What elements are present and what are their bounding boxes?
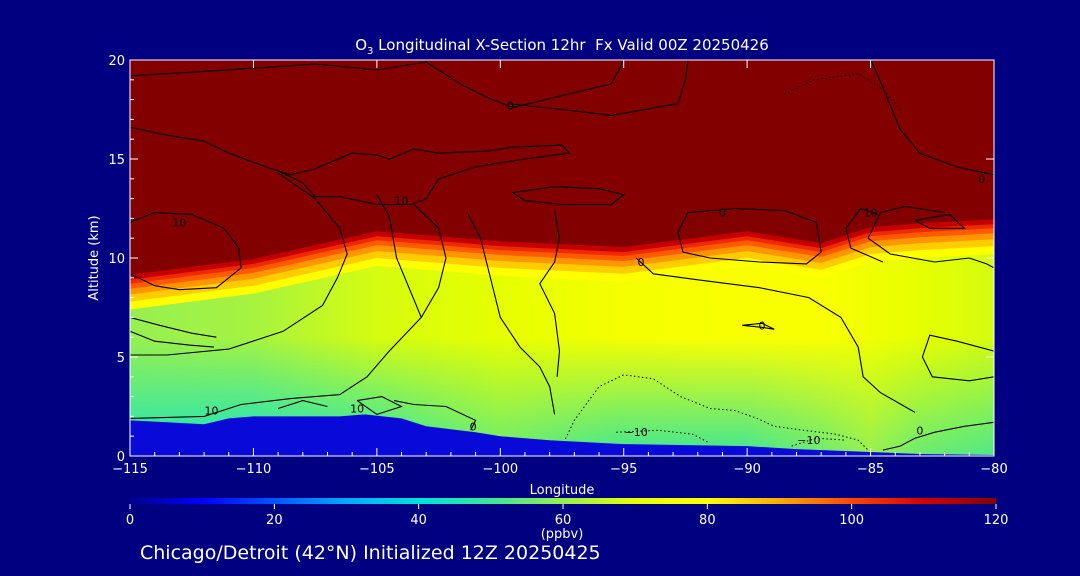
contour-line <box>376 194 422 318</box>
colorbar-tick-label: 40 <box>410 513 427 528</box>
chart-title: O3 Longitudinal X-Section 12hr Fx Valid … <box>355 36 769 57</box>
colorbar-strip <box>130 498 996 504</box>
x-tick-label: −115 <box>112 462 148 477</box>
contour-line <box>130 316 217 338</box>
contour-line <box>507 60 689 116</box>
contour-label: 0 <box>470 420 477 433</box>
y-tick-label: 0 <box>117 450 125 465</box>
contour-line-negative <box>616 429 708 443</box>
contour-labels: 0 10 10 0 10 0 0 10 10 0 −10 −10 0 0 <box>172 100 985 448</box>
contour-label: 10 <box>172 216 186 229</box>
y-axis: 0 5 10 15 20 <box>108 54 994 465</box>
contour-line <box>635 257 916 413</box>
contour-line <box>539 210 561 377</box>
x-axis: −115 −110 −105 −100 −95 −90 −85 −80 <box>112 60 1008 477</box>
contour-line <box>867 205 994 269</box>
y-tick-label: 20 <box>108 54 125 69</box>
contour-line <box>130 330 214 348</box>
contour-label: 10 <box>395 195 409 208</box>
upper-ozone-gradient-bands <box>130 60 994 310</box>
contour-label: 0 <box>507 100 514 113</box>
contour-line <box>467 214 556 415</box>
y-tick-label: 15 <box>108 153 125 168</box>
x-tick-label: −100 <box>482 462 518 477</box>
ozone-band <box>130 60 994 275</box>
contour-label: −10 <box>624 426 647 439</box>
x-tick-label: −110 <box>236 462 272 477</box>
y-tick-label: 10 <box>108 252 125 267</box>
contour-line-negative <box>561 374 869 451</box>
contour-line <box>677 207 822 265</box>
contour-label: 0 <box>978 173 985 186</box>
contour-line <box>130 204 447 419</box>
contour-line <box>921 334 994 382</box>
contour-line <box>393 400 477 431</box>
contour-line <box>742 322 775 330</box>
colorbar-tick-label: 120 <box>984 513 1009 528</box>
contour-label: 0 <box>759 319 766 332</box>
y-axis-label: Altitude (km) <box>87 215 102 300</box>
contour-line-negative <box>783 73 901 110</box>
contour-line <box>512 186 625 206</box>
contour-line <box>914 213 966 229</box>
contour-line <box>870 60 994 176</box>
contour-label: −10 <box>797 434 820 447</box>
colorbar-tick-label: 20 <box>266 513 283 528</box>
colorbar-tick-label: 0 <box>126 513 134 528</box>
colorbar-tick-label: 100 <box>839 513 864 528</box>
x-tick-label: −80 <box>980 462 1007 477</box>
colorbar-tick-label: 60 <box>555 513 572 528</box>
contour-line-negative <box>791 437 846 447</box>
contour-label: 0 <box>916 424 923 437</box>
contour-line <box>130 211 242 291</box>
contour-line <box>277 400 328 410</box>
contour-label: 0 <box>638 256 645 269</box>
contour-line <box>130 60 625 109</box>
colorbar-unit: (ppbv) <box>541 527 584 542</box>
contour-line <box>130 172 348 356</box>
x-tick-label: −90 <box>733 462 760 477</box>
contour-lines <box>130 60 994 451</box>
plot-area: 0 10 10 0 10 0 0 10 10 0 −10 −10 0 0 <box>130 60 994 456</box>
contour-label: 10 <box>350 403 364 416</box>
footer-caption: Chicago/Detroit (42°N) Initialized 12Z 2… <box>140 542 601 564</box>
x-tick-label: −95 <box>610 462 637 477</box>
x-axis-label: Longitude <box>530 483 595 498</box>
colorbar-ticks: 0 20 40 60 80 100 120 <box>126 504 1009 528</box>
x-tick-label: −105 <box>359 462 395 477</box>
colorbar-tick-label: 80 <box>699 513 716 528</box>
y-tick-label: 5 <box>117 351 125 366</box>
terrain-mask <box>130 414 994 456</box>
x-tick-label: −85 <box>857 462 884 477</box>
contour-line <box>882 421 994 451</box>
contour-label: 0 <box>719 207 726 220</box>
contour-line <box>845 207 884 263</box>
contour-label: 10 <box>864 207 878 220</box>
contour-label: 10 <box>205 405 219 418</box>
contour-line <box>356 396 403 416</box>
colorbar: 0 20 40 60 80 100 120 (ppbv) <box>126 498 1009 542</box>
